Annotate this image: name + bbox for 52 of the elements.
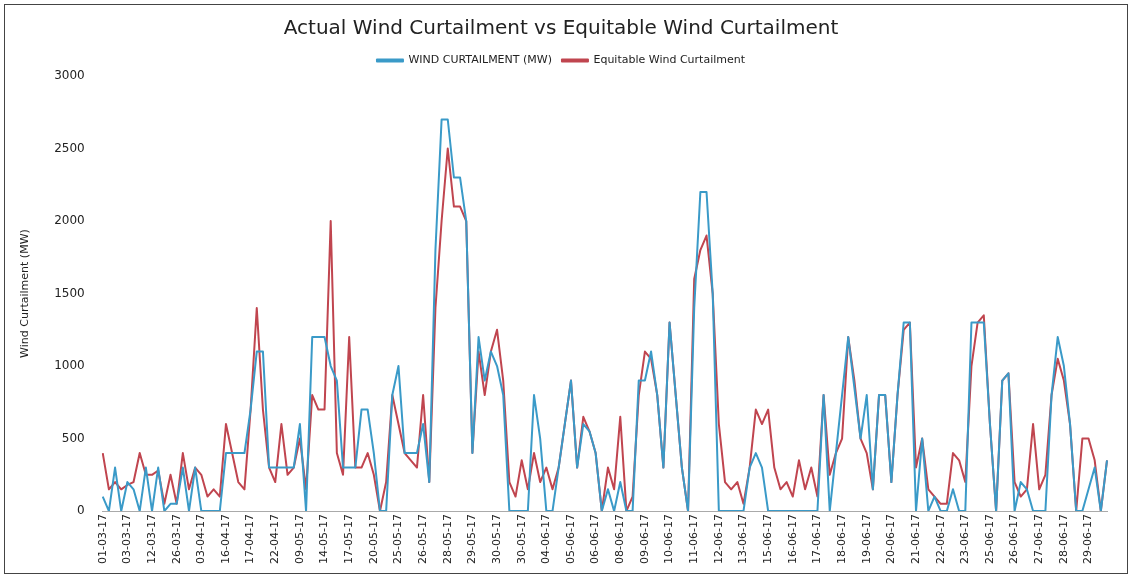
x-tick-label: 29-05-17	[465, 514, 479, 565]
x-tick-label: 28-05-17	[440, 514, 454, 565]
x-tick-label: 14-05-17	[317, 514, 331, 565]
x-tick-label: 25-05-17	[391, 514, 405, 565]
y-tick-label: 1500	[54, 285, 85, 300]
x-tick-label: 09-05-17	[292, 514, 306, 565]
x-tick-label: 17-05-17	[342, 514, 356, 565]
y-tick-label: 1000	[54, 358, 85, 373]
x-tick-label: 16-06-17	[785, 514, 799, 565]
x-tick-label: 18-06-17	[834, 514, 848, 565]
x-tick-label: 20-05-17	[366, 514, 380, 565]
x-tick-label: 26-03-17	[169, 514, 183, 565]
x-tick-label: 16-04-17	[218, 514, 232, 565]
y-axis-title: Wind Curtailment (MW)	[18, 229, 32, 358]
x-tick-label: 08-06-17	[613, 514, 627, 565]
legend-label: WIND CURTAILMENT (MW)	[408, 53, 552, 67]
x-tick-label: 26-05-17	[415, 514, 429, 565]
x-tick-label: 19-06-17	[859, 514, 873, 565]
x-tick-label: 06-06-17	[588, 514, 602, 565]
y-tick-label: 2000	[54, 213, 85, 228]
x-tick-label: 22-04-17	[268, 514, 282, 565]
x-tick-label: 17-06-17	[810, 514, 824, 565]
x-tick-label: 15-06-17	[761, 514, 774, 565]
x-tick-label: 22-06-17	[933, 514, 947, 565]
y-tick-label: 0	[77, 503, 85, 518]
x-tick-label: 12-03-17	[144, 514, 158, 565]
x-tick-label: 27-06-17	[1032, 514, 1046, 565]
x-tick-label: 30-05-17	[514, 514, 528, 565]
x-tick-label: 09-06-17	[637, 514, 651, 565]
x-tick-label: 10-06-17	[662, 514, 676, 565]
x-tick-label: 13-06-17	[736, 514, 750, 565]
x-tick-label: 28-06-17	[1056, 514, 1070, 565]
x-tick-label: 04-06-17	[539, 514, 553, 565]
x-tick-label: 21-06-17	[908, 514, 922, 565]
x-tick-label: 29-06-17	[1081, 514, 1095, 565]
x-tick-label: 05-06-17	[563, 514, 577, 565]
x-tick-label: 03-04-17	[194, 514, 208, 565]
x-tick-label: 30-05-17	[489, 514, 503, 565]
x-tick-label: 20-06-17	[884, 514, 898, 565]
y-tick-label: 2500	[54, 140, 85, 155]
chart-title: Actual Wind Curtailment vs Equitable Wind Curtailment	[283, 15, 839, 40]
y-tick-label: 500	[61, 430, 85, 445]
x-tick-label: 23-06-17	[958, 514, 972, 565]
x-tick-label: 03-03-17	[120, 514, 134, 565]
x-tick-label: 01-03-17	[95, 514, 109, 565]
legend-label: Equitable Wind Curtailment	[593, 53, 746, 67]
x-tick-label: 12-06-17	[711, 514, 725, 565]
x-tick-label: 25-06-17	[982, 514, 996, 565]
y-tick-label: 3000	[54, 68, 85, 83]
x-tick-label: 26-06-17	[1007, 514, 1021, 565]
x-tick-label: 17-04-17	[243, 514, 257, 565]
x-tick-label: 11-06-17	[687, 514, 701, 565]
